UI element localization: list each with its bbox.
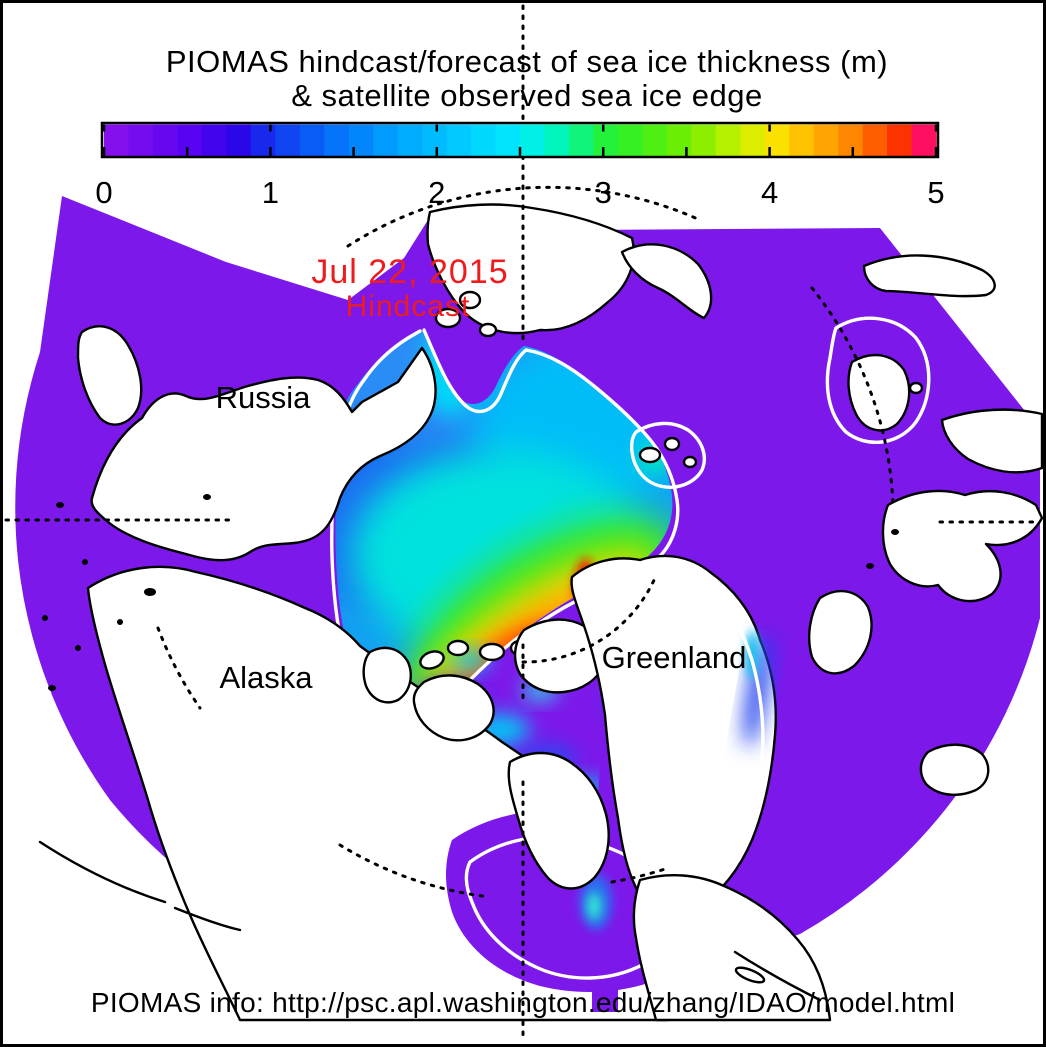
colorbar-tick-label: 3	[595, 175, 612, 210]
colorbar-swatch	[520, 124, 546, 156]
kola-land	[881, 489, 1044, 603]
map-label-alaska: Alaska	[219, 660, 313, 695]
ring-islet	[734, 966, 766, 984]
colorbar-swatch	[813, 124, 839, 156]
colorbar-swatch	[789, 124, 815, 156]
colorbar-swatch	[324, 124, 350, 156]
severnaya-zemlya-islet	[458, 290, 482, 310]
colorbar-swatch	[373, 124, 399, 156]
caa-islet	[478, 642, 506, 662]
colorbar-swatch	[617, 124, 643, 156]
severnaya-zemlya-islet	[478, 322, 498, 338]
franz-josef-islet	[663, 436, 681, 452]
colorbar-swatch	[887, 124, 913, 156]
victoria-island	[412, 674, 495, 742]
novaya-zemlya-island	[76, 325, 143, 426]
latitude-circle-inner	[521, 576, 657, 664]
colorbar-swatch	[201, 124, 227, 156]
labrador-coast-fragment	[733, 950, 822, 1002]
caa-islet	[419, 650, 445, 670]
svalbard-island	[847, 353, 911, 432]
colorbar-ticks	[102, 124, 938, 156]
colorbar-swatch	[226, 124, 252, 156]
iceland-island	[919, 743, 990, 796]
franz-josef-islet	[638, 446, 662, 464]
aleutian-coast-fragment	[173, 906, 242, 932]
colorbar-swatch	[104, 124, 130, 156]
aleutian-coast-fragment	[38, 840, 167, 904]
colorbar-swatch	[299, 124, 325, 156]
colorbar-swatch	[642, 124, 668, 156]
date-annotation: Jul 22, 2015	[311, 253, 508, 291]
ellesmere-island	[513, 618, 607, 694]
colorbar-swatch	[152, 124, 179, 156]
banks-island	[362, 646, 412, 704]
map-label-greenland: Greenland	[602, 640, 747, 675]
colorbar-swatch	[544, 124, 570, 156]
colorbar-swatch	[593, 124, 619, 156]
greenland-land	[570, 554, 777, 912]
colorbar-swatch	[495, 124, 521, 156]
franz-josef-ice-loop	[629, 421, 707, 489]
footer-info-text: PIOMAS info: http://psc.apl.washington.e…	[91, 987, 955, 1018]
baffin-ice-edge	[698, 780, 730, 840]
colorbar-swatch	[911, 124, 937, 156]
mode-annotation: Hindcast	[346, 290, 471, 323]
colorbar-tick-label: 0	[95, 175, 112, 210]
colorbar-border	[100, 121, 940, 159]
colorbar-swatch	[666, 124, 692, 156]
latitude-circle-outer	[338, 843, 492, 899]
colorbar-swatch	[275, 124, 301, 156]
colorbar-tick-labels: 0 1 2 3 4 5	[95, 175, 944, 210]
james-bay-water	[592, 950, 618, 1012]
colorbar-swatch	[128, 124, 154, 156]
colorbar-tick-label: 5	[927, 175, 944, 210]
pechora-coast-land	[940, 408, 1044, 474]
figure-title-line2: & satellite observed sea ice edge	[291, 78, 762, 113]
svalbard-islet	[908, 381, 924, 395]
svalbard-ice-loop	[825, 316, 931, 445]
colorbar-swatch	[471, 124, 497, 156]
norway-land	[808, 589, 873, 675]
severnaya-zemlya-islet	[434, 307, 462, 329]
latitude-circle-outer	[810, 286, 895, 507]
colorbar-swatch	[862, 124, 888, 156]
colorbar-tick-label: 1	[262, 175, 279, 210]
islets-and-coast-fragments	[38, 494, 899, 1002]
colorbar-tick-label: 4	[761, 175, 778, 210]
colorbar-tick-label: 2	[428, 175, 445, 210]
barents-arc-island	[862, 254, 996, 298]
colorbar-swatch	[177, 124, 203, 156]
colorbar: 0 1 2 3 4 5	[95, 121, 945, 210]
colorbar-swatch	[838, 124, 864, 156]
colorbar-swatch	[691, 124, 717, 156]
colorbar-swatch	[568, 124, 595, 156]
quebec-labrador-land	[632, 874, 832, 1022]
franz-josef-islet	[682, 455, 698, 469]
latitude-circle-outer	[610, 866, 670, 884]
figure-title-line1: PIOMAS hindcast/forecast of sea ice thic…	[166, 44, 888, 79]
latitude-circle-outer	[346, 185, 702, 248]
novaya-zemlya-south-island	[620, 243, 713, 320]
canadian-archipelago-islands	[362, 618, 610, 890]
colorbar-swatch	[446, 124, 472, 156]
colorbar-swatch	[422, 124, 448, 156]
east-greenland-ice-edge	[704, 576, 765, 872]
hudson-ice-core	[587, 892, 601, 920]
colorbar-swatch	[740, 124, 766, 156]
map-label-russia: Russia	[216, 380, 312, 415]
graticule	[4, 4, 1040, 1042]
eurasia-siberia-land	[90, 346, 437, 562]
caa-islet	[446, 639, 470, 657]
colorbar-swatch	[250, 124, 276, 156]
colorbar-swatch	[715, 124, 741, 156]
colorbar-swatch	[397, 124, 423, 156]
baffin-island	[507, 751, 610, 890]
